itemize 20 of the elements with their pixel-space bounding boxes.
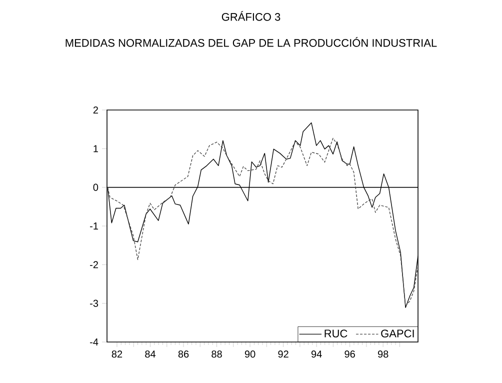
x-tick-label: 86 [178, 350, 189, 358]
x-tick-label: 90 [244, 350, 256, 358]
y-tick-label: -1 [90, 222, 98, 230]
x-tick-label: 96 [344, 350, 355, 358]
chart-title: GRÁFICO 3 [222, 11, 280, 21]
x-tick-label: 92 [278, 350, 288, 358]
y-tick-label: 2 [93, 106, 98, 114]
chart-subtitle: MEDIDAS NORMALIZADAS DEL GAP DE LA PRODUCCIÓN INDUSTRIAL [66, 37, 437, 47]
y-tick-label: 0 [93, 184, 98, 191]
y-tick-label: -2 [90, 261, 98, 268]
legend-label: RUC [324, 330, 348, 338]
legend-label: GAPCI [381, 330, 414, 338]
x-tick-label: 82 [112, 350, 122, 358]
x-tick-label: 98 [378, 350, 388, 358]
y-tick-label: 1 [94, 145, 98, 152]
y-tick-label: -4 [90, 338, 98, 346]
x-tick-label: 88 [212, 350, 222, 358]
x-tick-label: 84 [145, 350, 156, 358]
x-tick-label: 94 [311, 350, 322, 358]
y-tick-label: -3 [90, 300, 98, 307]
